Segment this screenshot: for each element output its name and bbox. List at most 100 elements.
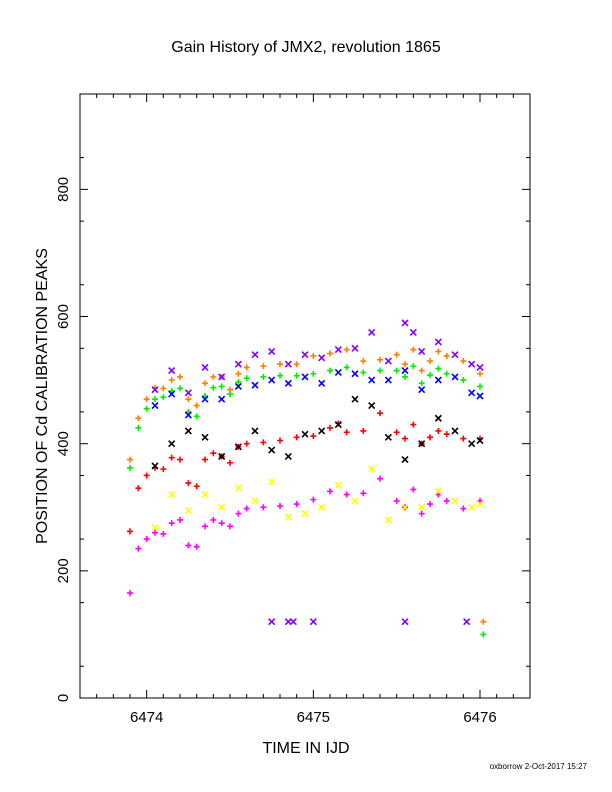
data-point (177, 516, 183, 523)
data-point (409, 328, 417, 336)
data-point (243, 375, 250, 382)
data-point (384, 376, 392, 384)
data-point (127, 456, 133, 463)
data-point (277, 361, 283, 368)
series-1 (127, 363, 483, 471)
data-point (434, 338, 442, 346)
data-point (418, 386, 426, 394)
data-point (443, 497, 450, 504)
data-point (143, 472, 150, 479)
data-point (310, 352, 317, 359)
data-point (318, 427, 326, 435)
data-point (377, 367, 383, 374)
data-point (160, 530, 167, 537)
axis-ticks: 6474 6475 6476 0 200 400 600 800 (55, 94, 530, 726)
data-point (360, 427, 367, 434)
data-point (401, 503, 409, 511)
data-point (301, 430, 309, 438)
data-point (301, 373, 309, 381)
data-point (310, 496, 317, 503)
data-point (451, 373, 459, 381)
data-point (343, 346, 350, 353)
data-point (468, 503, 476, 511)
data-point (384, 433, 392, 441)
data-point (293, 372, 300, 379)
data-point (451, 497, 459, 505)
data-point (410, 421, 417, 428)
data-point (260, 504, 267, 511)
y-tick-label: 600 (55, 304, 72, 329)
data-point (277, 502, 283, 509)
data-point (127, 590, 133, 597)
data-point (185, 542, 192, 549)
data-point (152, 396, 158, 403)
data-point (193, 402, 200, 409)
series-6 (151, 395, 484, 470)
data-point (210, 384, 217, 391)
data-point (384, 516, 392, 524)
data-point (193, 413, 200, 420)
data-point (168, 367, 176, 375)
chart-title: Gain History of JMX2, revolution 1865 (171, 39, 441, 56)
data-point (202, 380, 208, 387)
data-point (210, 373, 217, 380)
data-point (451, 427, 459, 435)
data-point (143, 396, 150, 403)
data-point (476, 500, 484, 508)
data-point (418, 380, 425, 387)
data-point (301, 351, 309, 359)
data-point (360, 369, 367, 376)
data-point (427, 501, 433, 508)
data-point (202, 393, 208, 399)
data-point (218, 452, 226, 460)
data-marks (127, 319, 487, 638)
data-point (293, 361, 300, 368)
data-point (218, 383, 225, 390)
data-point (251, 351, 259, 359)
data-point (293, 501, 300, 508)
data-point (293, 434, 300, 441)
plot-frame (79, 93, 531, 699)
data-point (351, 395, 359, 403)
y-tick-label: 400 (55, 431, 72, 456)
data-point (410, 346, 417, 353)
data-point (284, 360, 292, 368)
data-point (151, 524, 159, 532)
data-point (168, 520, 175, 527)
data-point (243, 505, 250, 512)
data-point (343, 429, 350, 436)
data-point (460, 505, 467, 512)
data-point (310, 433, 317, 440)
y-axis-label: POSITION OF Cd CALIBRATION PEAKS (34, 248, 51, 544)
data-point (184, 389, 192, 397)
data-point (468, 389, 476, 397)
data-point (477, 370, 483, 377)
data-point (218, 395, 226, 403)
data-point (185, 396, 192, 403)
data-point (184, 506, 192, 515)
data-point (227, 523, 233, 530)
series-4 (151, 319, 484, 397)
data-point (434, 414, 442, 422)
data-point (184, 411, 192, 419)
data-point (268, 618, 276, 626)
data-point (143, 536, 150, 543)
data-point (168, 377, 175, 384)
data-point (210, 450, 217, 457)
data-point (201, 363, 209, 371)
data-point (243, 440, 250, 447)
data-point (418, 367, 425, 374)
data-point (435, 348, 442, 355)
y-tick-label: 0 (55, 694, 72, 702)
data-point (168, 490, 176, 499)
data-point (476, 363, 484, 371)
data-point (393, 497, 400, 504)
data-point (334, 481, 342, 489)
data-point (434, 487, 442, 495)
data-point (318, 354, 326, 362)
data-point (402, 361, 408, 368)
series-2 (127, 410, 483, 535)
data-point (268, 446, 276, 454)
series-0 (127, 346, 483, 463)
data-point (301, 510, 309, 518)
